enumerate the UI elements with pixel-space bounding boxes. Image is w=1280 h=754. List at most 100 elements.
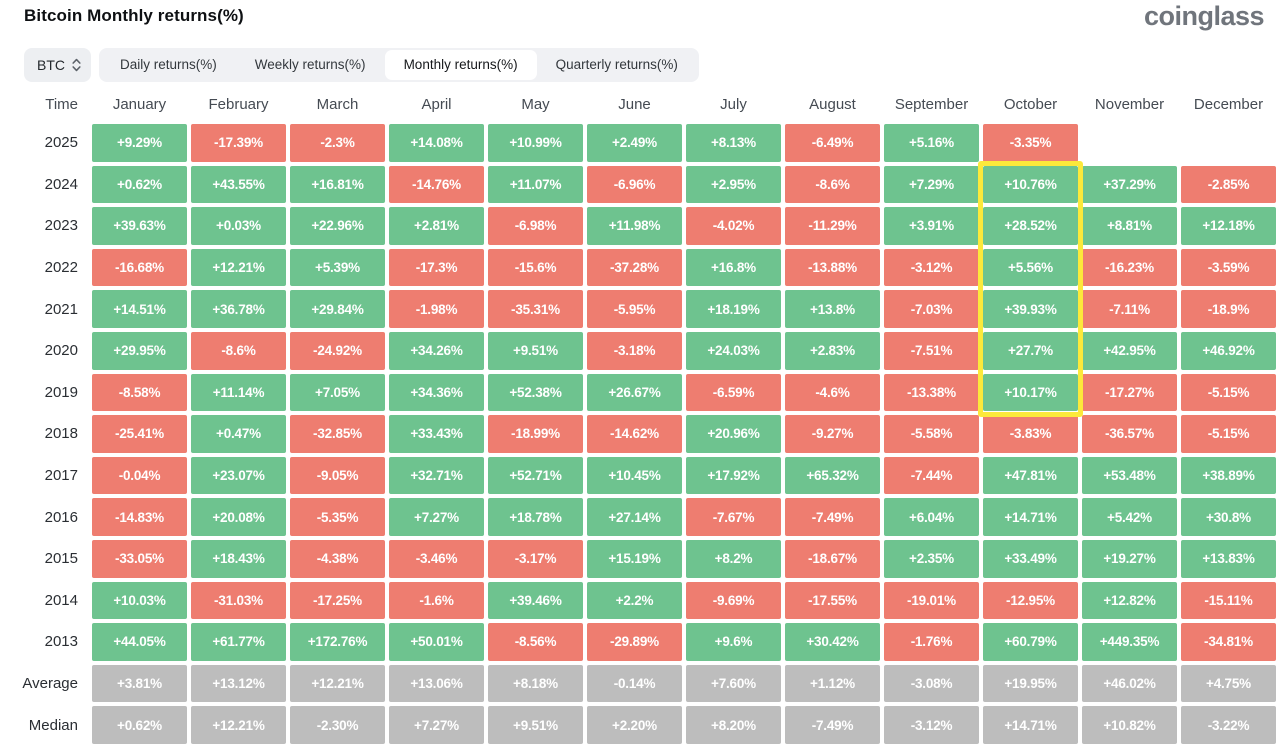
return-cell: -3.83% bbox=[983, 415, 1078, 453]
return-cell: -36.57% bbox=[1082, 415, 1177, 453]
return-cell: -18.99% bbox=[488, 415, 583, 453]
return-cell: -35.31% bbox=[488, 290, 583, 328]
row-label-2022: 2022 bbox=[44, 259, 78, 277]
month-header-november: November bbox=[1094, 95, 1165, 113]
return-cell: +33.43% bbox=[389, 415, 484, 453]
return-cell: -5.15% bbox=[1181, 415, 1276, 453]
return-cell: -14.83% bbox=[92, 498, 187, 536]
row-label-2024: 2024 bbox=[44, 175, 78, 193]
month-header-october: October bbox=[1003, 95, 1058, 113]
return-cell: +8.13% bbox=[686, 124, 781, 162]
tab-weekly-returns[interactable]: Weekly returns(%) bbox=[254, 57, 366, 72]
return-cell: -17.55% bbox=[785, 581, 880, 620]
return-cell: +38.89% bbox=[1181, 456, 1276, 495]
return-cell: +9.51% bbox=[488, 706, 583, 744]
return-cell: +61.77% bbox=[191, 623, 286, 661]
return-cell: -4.02% bbox=[686, 207, 781, 245]
return-cell: -0.14% bbox=[587, 664, 682, 703]
return-cell: -17.39% bbox=[191, 124, 286, 162]
return-cell: -7.51% bbox=[884, 331, 979, 370]
return-cell: +17.92% bbox=[686, 456, 781, 495]
return-cell: +12.21% bbox=[191, 248, 286, 287]
return-cell: +20.08% bbox=[191, 498, 286, 536]
return-cell: +7.27% bbox=[389, 706, 484, 744]
row-label-2014: 2014 bbox=[44, 591, 78, 609]
return-cell: +9.51% bbox=[488, 331, 583, 370]
return-cell: +19.95% bbox=[983, 664, 1078, 703]
return-cell: +18.78% bbox=[488, 498, 583, 536]
return-cell: +10.99% bbox=[488, 124, 583, 162]
return-cell: +14.51% bbox=[92, 290, 187, 328]
return-cell: -5.15% bbox=[1181, 373, 1276, 412]
month-header-july: July bbox=[720, 95, 747, 113]
return-cell: +0.47% bbox=[191, 415, 286, 453]
return-cell: -25.41% bbox=[92, 415, 187, 453]
return-cell: +2.83% bbox=[785, 331, 880, 370]
return-cell bbox=[1181, 124, 1276, 162]
tab-monthly-returns[interactable]: Monthly returns(%) bbox=[384, 50, 537, 80]
return-cell: +16.8% bbox=[686, 248, 781, 287]
month-header-february: February bbox=[208, 95, 269, 113]
return-cell: -5.35% bbox=[290, 498, 385, 536]
return-cell: +52.71% bbox=[488, 456, 583, 495]
return-cell: -2.85% bbox=[1181, 165, 1276, 204]
return-cell: -17.3% bbox=[389, 248, 484, 287]
return-cell: +27.14% bbox=[587, 498, 682, 536]
return-cell: -1.76% bbox=[884, 623, 979, 661]
row-label-2023: 2023 bbox=[44, 217, 78, 235]
page-title: Bitcoin Monthly returns(%) bbox=[24, 6, 244, 25]
return-cell: +0.62% bbox=[92, 706, 187, 744]
tab-quarterly-returns[interactable]: Quarterly returns(%) bbox=[555, 57, 678, 72]
return-cell: -7.49% bbox=[785, 706, 880, 744]
return-cell: +46.02% bbox=[1082, 664, 1177, 703]
return-cell: -1.6% bbox=[389, 581, 484, 620]
return-cell: -7.44% bbox=[884, 456, 979, 495]
return-cell: +39.93% bbox=[983, 290, 1078, 328]
return-cell: -0.04% bbox=[92, 456, 187, 495]
return-cell: +20.96% bbox=[686, 415, 781, 453]
return-cell: -2.30% bbox=[290, 706, 385, 744]
return-cell: -2.3% bbox=[290, 124, 385, 162]
return-cell: +43.55% bbox=[191, 165, 286, 204]
return-cell: +8.2% bbox=[686, 539, 781, 578]
return-cell: -6.96% bbox=[587, 165, 682, 204]
return-cell: +30.8% bbox=[1181, 498, 1276, 536]
return-cell: +7.05% bbox=[290, 373, 385, 412]
return-cell: +22.96% bbox=[290, 207, 385, 245]
return-cell: -3.08% bbox=[884, 664, 979, 703]
return-cell: -7.67% bbox=[686, 498, 781, 536]
return-cell: +30.42% bbox=[785, 623, 880, 661]
symbol-select[interactable]: BTC bbox=[24, 48, 91, 82]
return-cell: -3.12% bbox=[884, 706, 979, 744]
month-header-june: June bbox=[618, 95, 651, 113]
row-label-2021: 2021 bbox=[44, 300, 78, 318]
tab-daily-returns[interactable]: Daily returns(%) bbox=[120, 57, 217, 72]
return-cell: +14.08% bbox=[389, 124, 484, 162]
return-cell: -19.01% bbox=[884, 581, 979, 620]
month-header-april: April bbox=[421, 95, 452, 113]
return-cell: +10.82% bbox=[1082, 706, 1177, 744]
return-cell: +10.17% bbox=[983, 373, 1078, 412]
month-header-august: August bbox=[809, 95, 856, 113]
return-cell: +37.29% bbox=[1082, 165, 1177, 204]
return-cell: -3.17% bbox=[488, 539, 583, 578]
return-cell: -17.25% bbox=[290, 581, 385, 620]
return-cell: +46.92% bbox=[1181, 331, 1276, 370]
return-cell: +50.01% bbox=[389, 623, 484, 661]
return-cell: +5.39% bbox=[290, 248, 385, 287]
return-cell: +14.71% bbox=[983, 498, 1078, 536]
return-cell: +16.81% bbox=[290, 165, 385, 204]
month-header-december: December bbox=[1193, 95, 1264, 113]
return-cell: -18.9% bbox=[1181, 290, 1276, 328]
return-cell: -1.98% bbox=[389, 290, 484, 328]
return-cell: +14.71% bbox=[983, 706, 1078, 744]
return-cell: -3.59% bbox=[1181, 248, 1276, 287]
return-cell: +10.03% bbox=[92, 581, 187, 620]
return-cell: -13.38% bbox=[884, 373, 979, 412]
return-cell: -14.76% bbox=[389, 165, 484, 204]
return-cell: -7.49% bbox=[785, 498, 880, 536]
return-cell: -8.58% bbox=[92, 373, 187, 412]
return-cell: +2.35% bbox=[884, 539, 979, 578]
return-cell: +8.18% bbox=[488, 664, 583, 703]
month-header-march: March bbox=[316, 95, 359, 113]
